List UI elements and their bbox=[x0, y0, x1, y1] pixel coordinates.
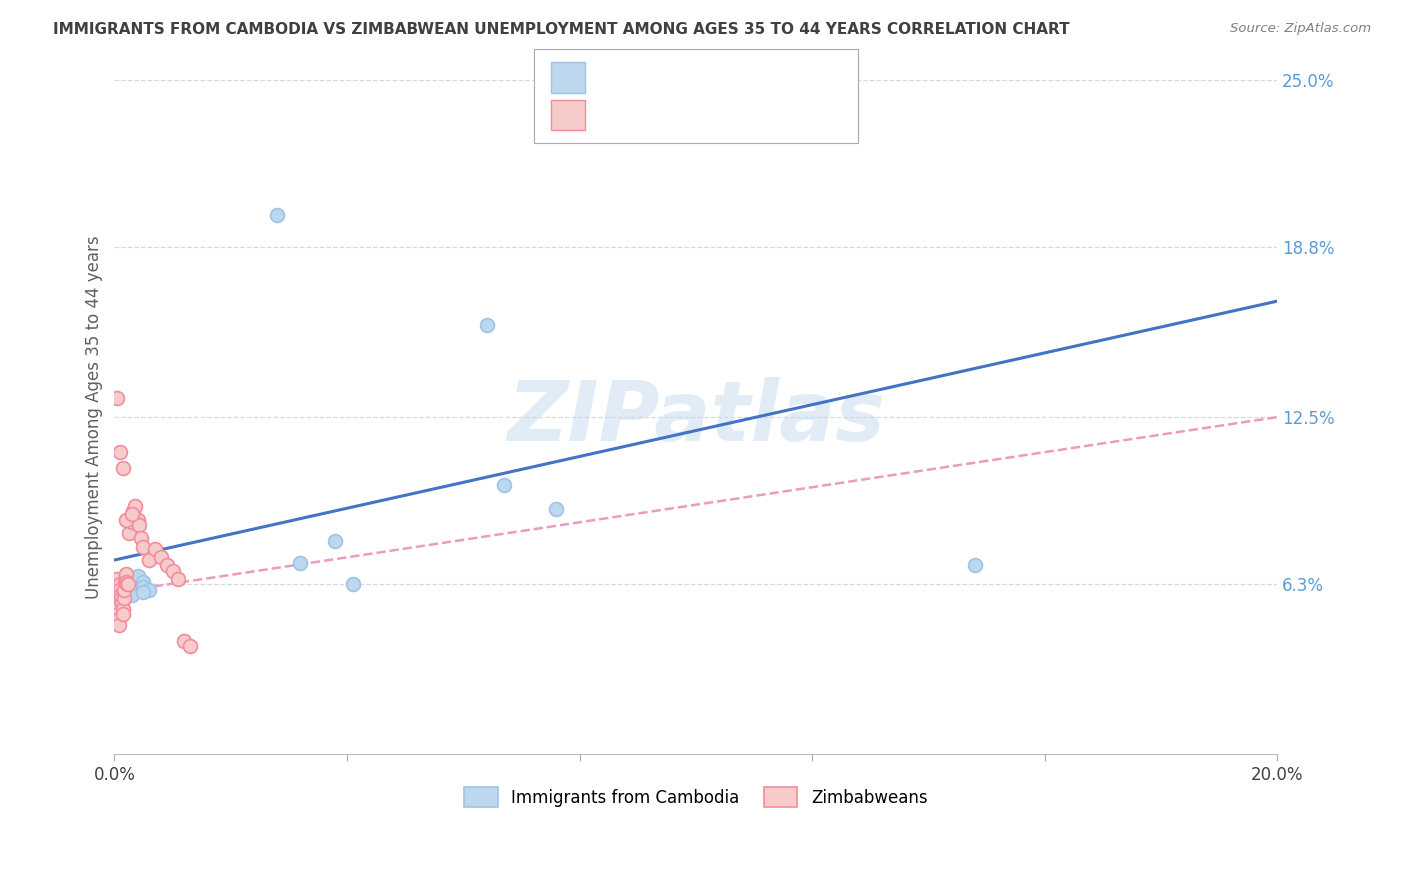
Point bbox=[127, 569, 149, 583]
Point bbox=[167, 572, 190, 586]
Point bbox=[115, 577, 138, 591]
Point bbox=[179, 640, 201, 654]
Point bbox=[156, 558, 179, 573]
Point bbox=[127, 512, 149, 526]
Point bbox=[112, 591, 135, 605]
Text: Source: ZipAtlas.com: Source: ZipAtlas.com bbox=[1230, 22, 1371, 36]
Text: R = 0.158   N = 45: R = 0.158 N = 45 bbox=[589, 106, 759, 124]
Point bbox=[342, 577, 364, 591]
Point bbox=[115, 574, 138, 589]
Point bbox=[105, 593, 128, 607]
Legend: Immigrants from Cambodia, Zimbabweans: Immigrants from Cambodia, Zimbabweans bbox=[457, 780, 934, 814]
Point bbox=[108, 617, 131, 632]
Point bbox=[290, 556, 312, 570]
Point bbox=[128, 518, 150, 533]
Point bbox=[132, 540, 155, 554]
Point bbox=[121, 507, 143, 521]
Point bbox=[129, 532, 152, 546]
Point bbox=[138, 582, 160, 597]
Point bbox=[112, 607, 135, 621]
Point bbox=[107, 601, 129, 615]
Point bbox=[114, 574, 136, 589]
Point bbox=[108, 585, 131, 599]
Point bbox=[115, 577, 138, 591]
Point bbox=[475, 318, 498, 333]
Point bbox=[546, 501, 568, 516]
Point bbox=[105, 391, 128, 405]
Point bbox=[104, 572, 127, 586]
Point bbox=[143, 542, 166, 557]
Point bbox=[124, 499, 146, 513]
Point bbox=[121, 509, 143, 524]
Text: IMMIGRANTS FROM CAMBODIA VS ZIMBABWEAN UNEMPLOYMENT AMONG AGES 35 TO 44 YEARS CO: IMMIGRANTS FROM CAMBODIA VS ZIMBABWEAN U… bbox=[53, 22, 1070, 37]
Point bbox=[121, 588, 143, 602]
Point bbox=[112, 582, 135, 597]
Point bbox=[138, 553, 160, 567]
Point bbox=[117, 577, 139, 591]
Point bbox=[162, 564, 184, 578]
Point bbox=[963, 558, 986, 573]
Point bbox=[115, 566, 138, 581]
Point bbox=[110, 445, 132, 459]
Point bbox=[115, 512, 138, 526]
Point bbox=[108, 612, 131, 626]
Point bbox=[122, 504, 145, 518]
Point bbox=[110, 572, 132, 586]
Point bbox=[121, 580, 143, 594]
Point bbox=[121, 582, 143, 597]
Point bbox=[127, 577, 149, 591]
Text: R = 0.371   N = 20: R = 0.371 N = 20 bbox=[589, 69, 759, 87]
Point bbox=[107, 607, 129, 621]
Point bbox=[110, 591, 132, 605]
Y-axis label: Unemployment Among Ages 35 to 44 years: Unemployment Among Ages 35 to 44 years bbox=[86, 235, 103, 599]
Point bbox=[105, 588, 128, 602]
Point bbox=[149, 550, 172, 565]
Point bbox=[132, 580, 155, 594]
Point bbox=[325, 534, 347, 549]
Text: ZIPatlas: ZIPatlas bbox=[508, 376, 884, 458]
Point bbox=[105, 580, 128, 594]
Point bbox=[112, 461, 135, 475]
Point bbox=[492, 477, 515, 491]
Point bbox=[132, 585, 155, 599]
Point bbox=[111, 596, 134, 610]
Point bbox=[110, 588, 132, 602]
Point bbox=[110, 582, 132, 597]
Point bbox=[132, 574, 155, 589]
Point bbox=[115, 588, 138, 602]
Point bbox=[110, 577, 132, 591]
Point bbox=[266, 208, 288, 222]
Point bbox=[173, 634, 195, 648]
Point bbox=[111, 601, 134, 615]
Point bbox=[118, 526, 141, 541]
Point bbox=[121, 516, 143, 530]
